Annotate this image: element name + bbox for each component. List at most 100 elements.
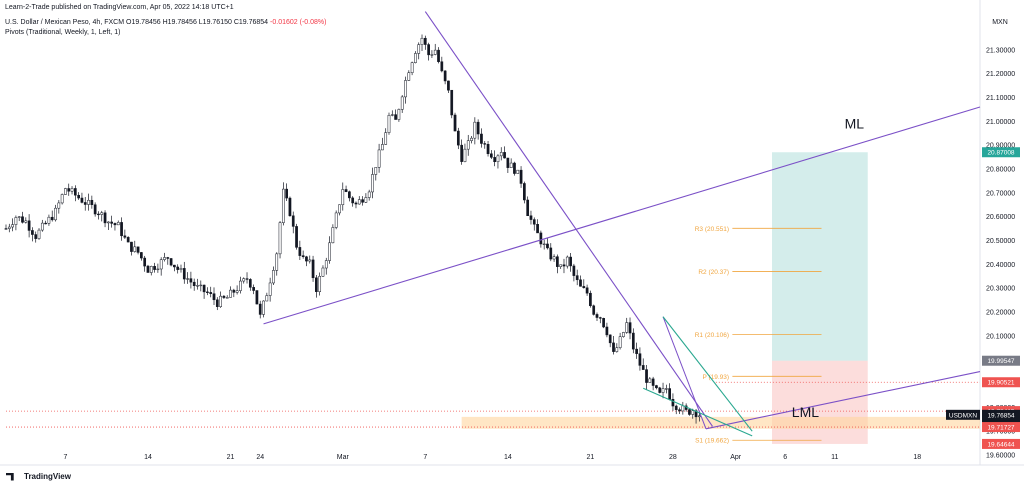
candle — [364, 193, 368, 204]
candle — [209, 286, 213, 298]
candle-body — [258, 303, 262, 315]
candle-body — [344, 189, 348, 192]
candle — [456, 127, 460, 150]
pivot-label: S1 (19.662) — [695, 438, 729, 445]
candle-body — [688, 409, 691, 415]
candle — [60, 193, 64, 205]
candle-body — [377, 149, 381, 168]
candle-body — [565, 256, 569, 267]
candle-body — [189, 278, 193, 283]
candle — [64, 187, 67, 195]
tradingview-logo[interactable]: TradingView — [6, 472, 71, 481]
candle — [321, 265, 325, 277]
candle — [278, 221, 282, 259]
candle — [21, 211, 24, 224]
candle-body — [107, 221, 110, 224]
candle — [275, 252, 279, 276]
x-tick-label: 21 — [227, 454, 235, 461]
candle — [612, 336, 615, 355]
candle-body — [433, 49, 437, 55]
candle-body — [209, 292, 213, 294]
candle — [552, 254, 556, 262]
candle-body — [206, 291, 209, 293]
y-tick-label: 20.50000 — [986, 238, 1015, 245]
candle-body — [67, 188, 71, 192]
candle-body — [321, 267, 325, 277]
candle-body — [513, 162, 516, 174]
candle — [169, 257, 173, 267]
candle — [67, 183, 71, 196]
candle-body — [331, 227, 335, 244]
candle — [116, 220, 120, 226]
candle-body — [546, 243, 549, 249]
candle — [97, 211, 100, 220]
candle — [199, 280, 203, 292]
candle — [140, 251, 143, 261]
candle-body — [410, 62, 414, 73]
candle — [625, 317, 629, 334]
candle — [103, 210, 107, 228]
lml-annotation: LML — [792, 404, 819, 420]
candle-body — [440, 61, 444, 72]
candle-body — [437, 49, 440, 62]
candle — [519, 166, 523, 188]
symbol-title: U.S. Dollar / Mexican Peso, 4h, FXCM — [5, 19, 125, 26]
candle-body — [159, 259, 163, 270]
candle-body — [275, 253, 279, 271]
candle — [285, 183, 288, 202]
candle — [255, 290, 259, 305]
candle — [202, 284, 206, 299]
candle — [615, 343, 619, 353]
candle-body — [404, 80, 407, 98]
candle-body — [427, 44, 430, 56]
candle-body — [480, 133, 483, 144]
candle — [506, 157, 510, 174]
candle — [37, 228, 41, 240]
y-tick-label: 20.30000 — [986, 286, 1015, 293]
candle — [50, 210, 54, 222]
candle-body — [123, 235, 127, 238]
candle — [318, 272, 322, 296]
candle — [582, 279, 586, 289]
candle-body — [443, 70, 447, 82]
candle-body — [87, 199, 90, 205]
candle-body — [694, 410, 698, 418]
candle — [248, 278, 252, 291]
candle — [562, 258, 566, 274]
lower-median-line-lml — [705, 371, 981, 430]
candle — [381, 137, 384, 151]
candle-body — [367, 191, 371, 198]
candle — [539, 230, 543, 248]
symbol-tag — [946, 409, 980, 420]
candle-body — [628, 322, 632, 334]
candle — [394, 109, 397, 120]
candle-body — [589, 292, 592, 307]
candle-body — [262, 300, 265, 315]
candle-body — [618, 336, 622, 348]
candle-body — [598, 317, 602, 319]
candle-body — [70, 188, 74, 192]
candle-body — [648, 378, 652, 383]
candle — [17, 216, 21, 222]
candle-body — [582, 286, 586, 289]
candle-body — [291, 215, 295, 227]
candle — [334, 210, 338, 230]
candle-body — [519, 169, 523, 184]
x-tick-label: Mar — [337, 454, 350, 461]
candle-body — [17, 216, 21, 218]
candle — [182, 261, 186, 284]
candle — [245, 272, 249, 284]
candle-body — [202, 284, 206, 293]
candle — [348, 190, 351, 202]
y-tick-label: 20.40000 — [986, 262, 1015, 269]
candle — [579, 275, 582, 287]
candle — [31, 227, 34, 242]
price-tag-label: 20.87008 — [987, 150, 1014, 157]
y-tick-label: 21.00000 — [986, 119, 1015, 126]
candle — [671, 393, 675, 411]
price-axis — [980, 0, 1024, 485]
stop-zone — [771, 360, 868, 444]
candle — [196, 278, 199, 290]
candle-body — [120, 222, 123, 237]
